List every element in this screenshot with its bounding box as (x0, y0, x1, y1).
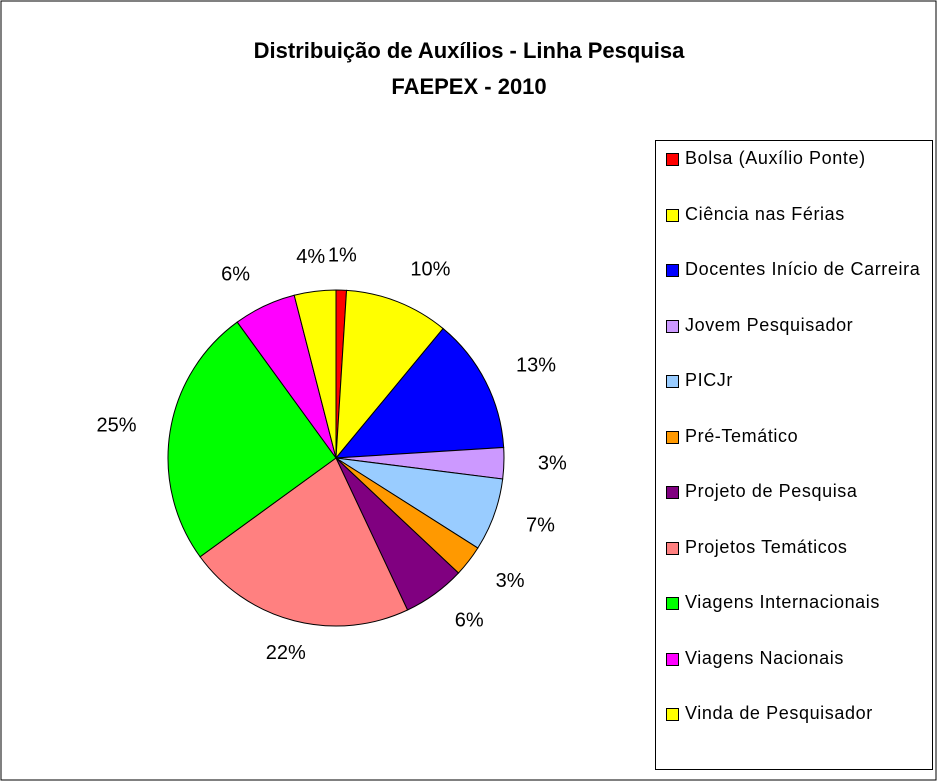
legend-item: Viagens Nacionais (656, 647, 932, 703)
legend-label: Vinda de Pesquisador (685, 703, 873, 723)
data-label: 25% (96, 415, 136, 437)
data-label: 10% (410, 258, 450, 280)
legend-label: Docentes Início de Carreira (685, 259, 921, 279)
pie-slice (293, 289, 337, 459)
legend-label: Pré-Temático (685, 425, 799, 446)
legend-label: Jovem Pesquisador (685, 314, 854, 335)
legend-label: Viagens Internacionais (685, 592, 880, 612)
legend-swatch (666, 597, 679, 610)
pie-slice (199, 457, 409, 627)
legend-item: Pré-Temático (656, 425, 932, 481)
legend-item: PICJr (656, 369, 932, 425)
legend-item: Docentes Início de Carreira (656, 258, 932, 314)
legend-label: Ciência nas Férias (685, 203, 845, 224)
pie-slice (334, 327, 505, 459)
pie-slice (335, 289, 444, 460)
legend-label: PICJr (685, 370, 733, 390)
legend-label: Bolsa (Auxílio Ponte) (685, 148, 866, 168)
legend-swatch (666, 652, 679, 666)
legend-swatch (666, 208, 679, 222)
data-label: 3% (538, 453, 567, 475)
data-label: 7% (526, 515, 555, 537)
chart-title: Distribuição de Auxílios - Linha Pesquis… (254, 38, 685, 63)
data-label: 13% (516, 355, 556, 377)
pie-slice (167, 321, 337, 558)
legend-item: Ciência nas Férias (656, 203, 932, 259)
legend-item: Viagens Internacionais (656, 591, 932, 647)
data-label: 22% (266, 642, 306, 664)
data-label: 6% (221, 264, 250, 286)
legend-swatch (666, 264, 679, 277)
legend-swatch (666, 319, 679, 333)
legend-label: Viagens Nacionais (685, 647, 844, 668)
legend: Bolsa (Auxílio Ponte) Ciência nas Férias D… (655, 140, 933, 770)
legend-item: Bolsa (Auxílio Ponte) (656, 147, 932, 203)
legend-item: Vinda de Pesquisador (656, 702, 932, 758)
legend-item: Projetos Temáticos (656, 536, 932, 592)
legend-swatch (666, 375, 679, 388)
chart-subtitle: FAEPEX - 2010 (391, 74, 546, 99)
legend-label: Projeto de Pesquisa (685, 481, 858, 501)
legend-item: Jovem Pesquisador (656, 314, 932, 370)
legend-item: Projeto de Pesquisa (656, 480, 932, 536)
data-label: 6% (455, 610, 484, 632)
data-label: 4% (296, 246, 325, 268)
legend-label: Projetos Temáticos (685, 536, 848, 557)
legend-swatch (666, 430, 679, 444)
legend-swatch (666, 541, 679, 555)
data-label: 1% (328, 244, 357, 266)
data-label: 3% (496, 570, 525, 592)
legend-swatch (666, 486, 679, 499)
legend-swatch (666, 708, 679, 721)
legend-swatch (666, 153, 679, 166)
